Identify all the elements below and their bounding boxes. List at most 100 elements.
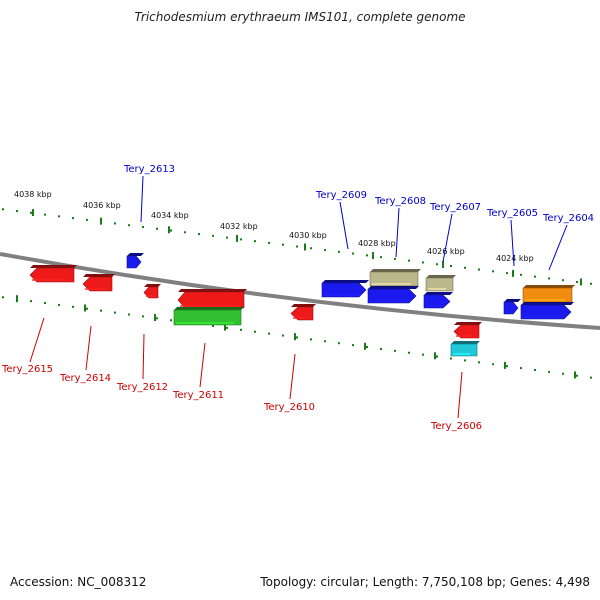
- gene-label-tery-2609: Tery_2609: [315, 190, 367, 201]
- gene-tery-2614: [82, 274, 115, 292]
- ruler-dot: [422, 353, 424, 356]
- ruler-dot: [394, 349, 396, 352]
- gene-tery-2610: [290, 304, 316, 321]
- ruler-dot: [590, 376, 592, 379]
- gene-top-face: [30, 265, 77, 268]
- ruler-dot: [380, 256, 382, 259]
- ruler-dot: [492, 270, 494, 273]
- ruler-major-tick: [236, 234, 238, 242]
- gene-body: [290, 306, 314, 321]
- ruler-label: 4038 kbp: [14, 190, 52, 199]
- ruler-dot: [142, 315, 144, 318]
- gene-tery-2611: [177, 289, 247, 309]
- leader-line: [548, 224, 568, 271]
- gene-top-face: [178, 289, 247, 292]
- ruler-dot: [576, 280, 578, 283]
- ruler-dot: [240, 328, 242, 331]
- ruler-dot: [450, 265, 452, 267]
- ruler-dot: [534, 275, 536, 278]
- ruler-dot: [506, 365, 508, 368]
- ruler-dot: [170, 319, 172, 322]
- upper-ruler-track: [2, 208, 592, 285]
- gene-top-face: [454, 322, 482, 325]
- gene-top-face: [451, 341, 480, 344]
- gene-highlight: [525, 299, 565, 301]
- ruler-dot: [478, 361, 480, 364]
- ruler-dot: [226, 326, 228, 329]
- gene-highlight: [180, 305, 237, 307]
- ruler-dot: [506, 272, 508, 275]
- ruler-label: 4034 kbp: [151, 211, 189, 220]
- ruler-major-tick: [574, 371, 576, 379]
- ruler: 4038 kbp 4036 kbp 4034 kbp 4032 kbp 4030 kbp…: [2, 190, 592, 379]
- gene-label-tery-2607: Tery_2607: [429, 202, 481, 213]
- ruler-major-tick: [32, 209, 34, 217]
- ruler-dot: [520, 273, 522, 276]
- ruler-dot: [338, 250, 340, 253]
- ruler-dot: [464, 359, 466, 362]
- gene-body: [520, 304, 572, 320]
- gene-tery-2609: [321, 280, 369, 298]
- ruler-label: 4026 kbp: [427, 247, 465, 256]
- gene-label-tery-2608: Tery_2608: [374, 196, 426, 207]
- gene-highlight: [370, 300, 409, 302]
- ruler-dot: [310, 247, 312, 250]
- accession-text: Accession: NC_008312: [10, 575, 147, 589]
- genome-backbone: [0, 252, 600, 330]
- gene-body: [453, 324, 480, 339]
- gene-feature-unlabeled: [520, 302, 574, 320]
- ruler-dot: [114, 311, 116, 314]
- ruler-dot: [198, 233, 200, 236]
- leader-line: [199, 342, 206, 388]
- ruler-major-tick: [364, 342, 366, 350]
- leader-line: [457, 371, 463, 419]
- ruler-dot: [562, 279, 564, 282]
- ruler-major-tick: [16, 295, 18, 303]
- ruler-dot: [114, 222, 116, 225]
- ruler-major-tick: [84, 304, 86, 312]
- ruler-dot: [268, 241, 270, 244]
- leader-line: [510, 219, 515, 267]
- ruler-dot: [170, 229, 172, 232]
- ruler-dot: [380, 347, 382, 350]
- gene-tery-2615: [29, 265, 77, 283]
- gene-highlight: [85, 288, 105, 290]
- gene-feature-unlabeled: [450, 341, 480, 357]
- gene-highlight: [523, 316, 564, 318]
- ruler-dot: [100, 309, 102, 312]
- gene-label-tery-2613: Tery_2613: [123, 164, 175, 175]
- ruler-dot: [58, 303, 60, 306]
- ruler-dot: [30, 300, 32, 303]
- ruler-dot: [86, 218, 88, 221]
- ruler-major-tick: [434, 352, 436, 360]
- ruler-dot: [296, 245, 298, 248]
- ruler-dot: [310, 338, 312, 341]
- ruler-dot: [268, 332, 270, 335]
- gene-top-face: [521, 302, 574, 305]
- gene-label-tery-2615: Tery_2615: [1, 364, 53, 375]
- ruler-dot: [464, 266, 466, 269]
- ruler-major-tick: [442, 260, 444, 268]
- features: [29, 253, 575, 357]
- ruler-dot: [534, 368, 536, 371]
- ruler-dot: [450, 357, 452, 360]
- gene-highlight: [176, 322, 234, 324]
- gene-highlight: [129, 265, 137, 267]
- ruler-major-tick: [224, 323, 226, 331]
- ruler-dot: [282, 243, 284, 246]
- ruler-dot: [254, 330, 256, 333]
- gene-top-face: [291, 304, 316, 307]
- ruler-dot: [128, 224, 130, 227]
- gene-highlight: [146, 295, 154, 297]
- gene-highlight: [372, 283, 411, 285]
- ruler-dot: [58, 215, 60, 218]
- ruler-dot: [296, 336, 298, 339]
- ruler-dot: [366, 346, 368, 349]
- ruler-major-tick: [168, 226, 170, 234]
- ruler-dot: [212, 234, 214, 237]
- gene-highlight: [293, 317, 306, 319]
- gene-tery-2607: [425, 275, 456, 292]
- gene-top-face: [424, 292, 453, 295]
